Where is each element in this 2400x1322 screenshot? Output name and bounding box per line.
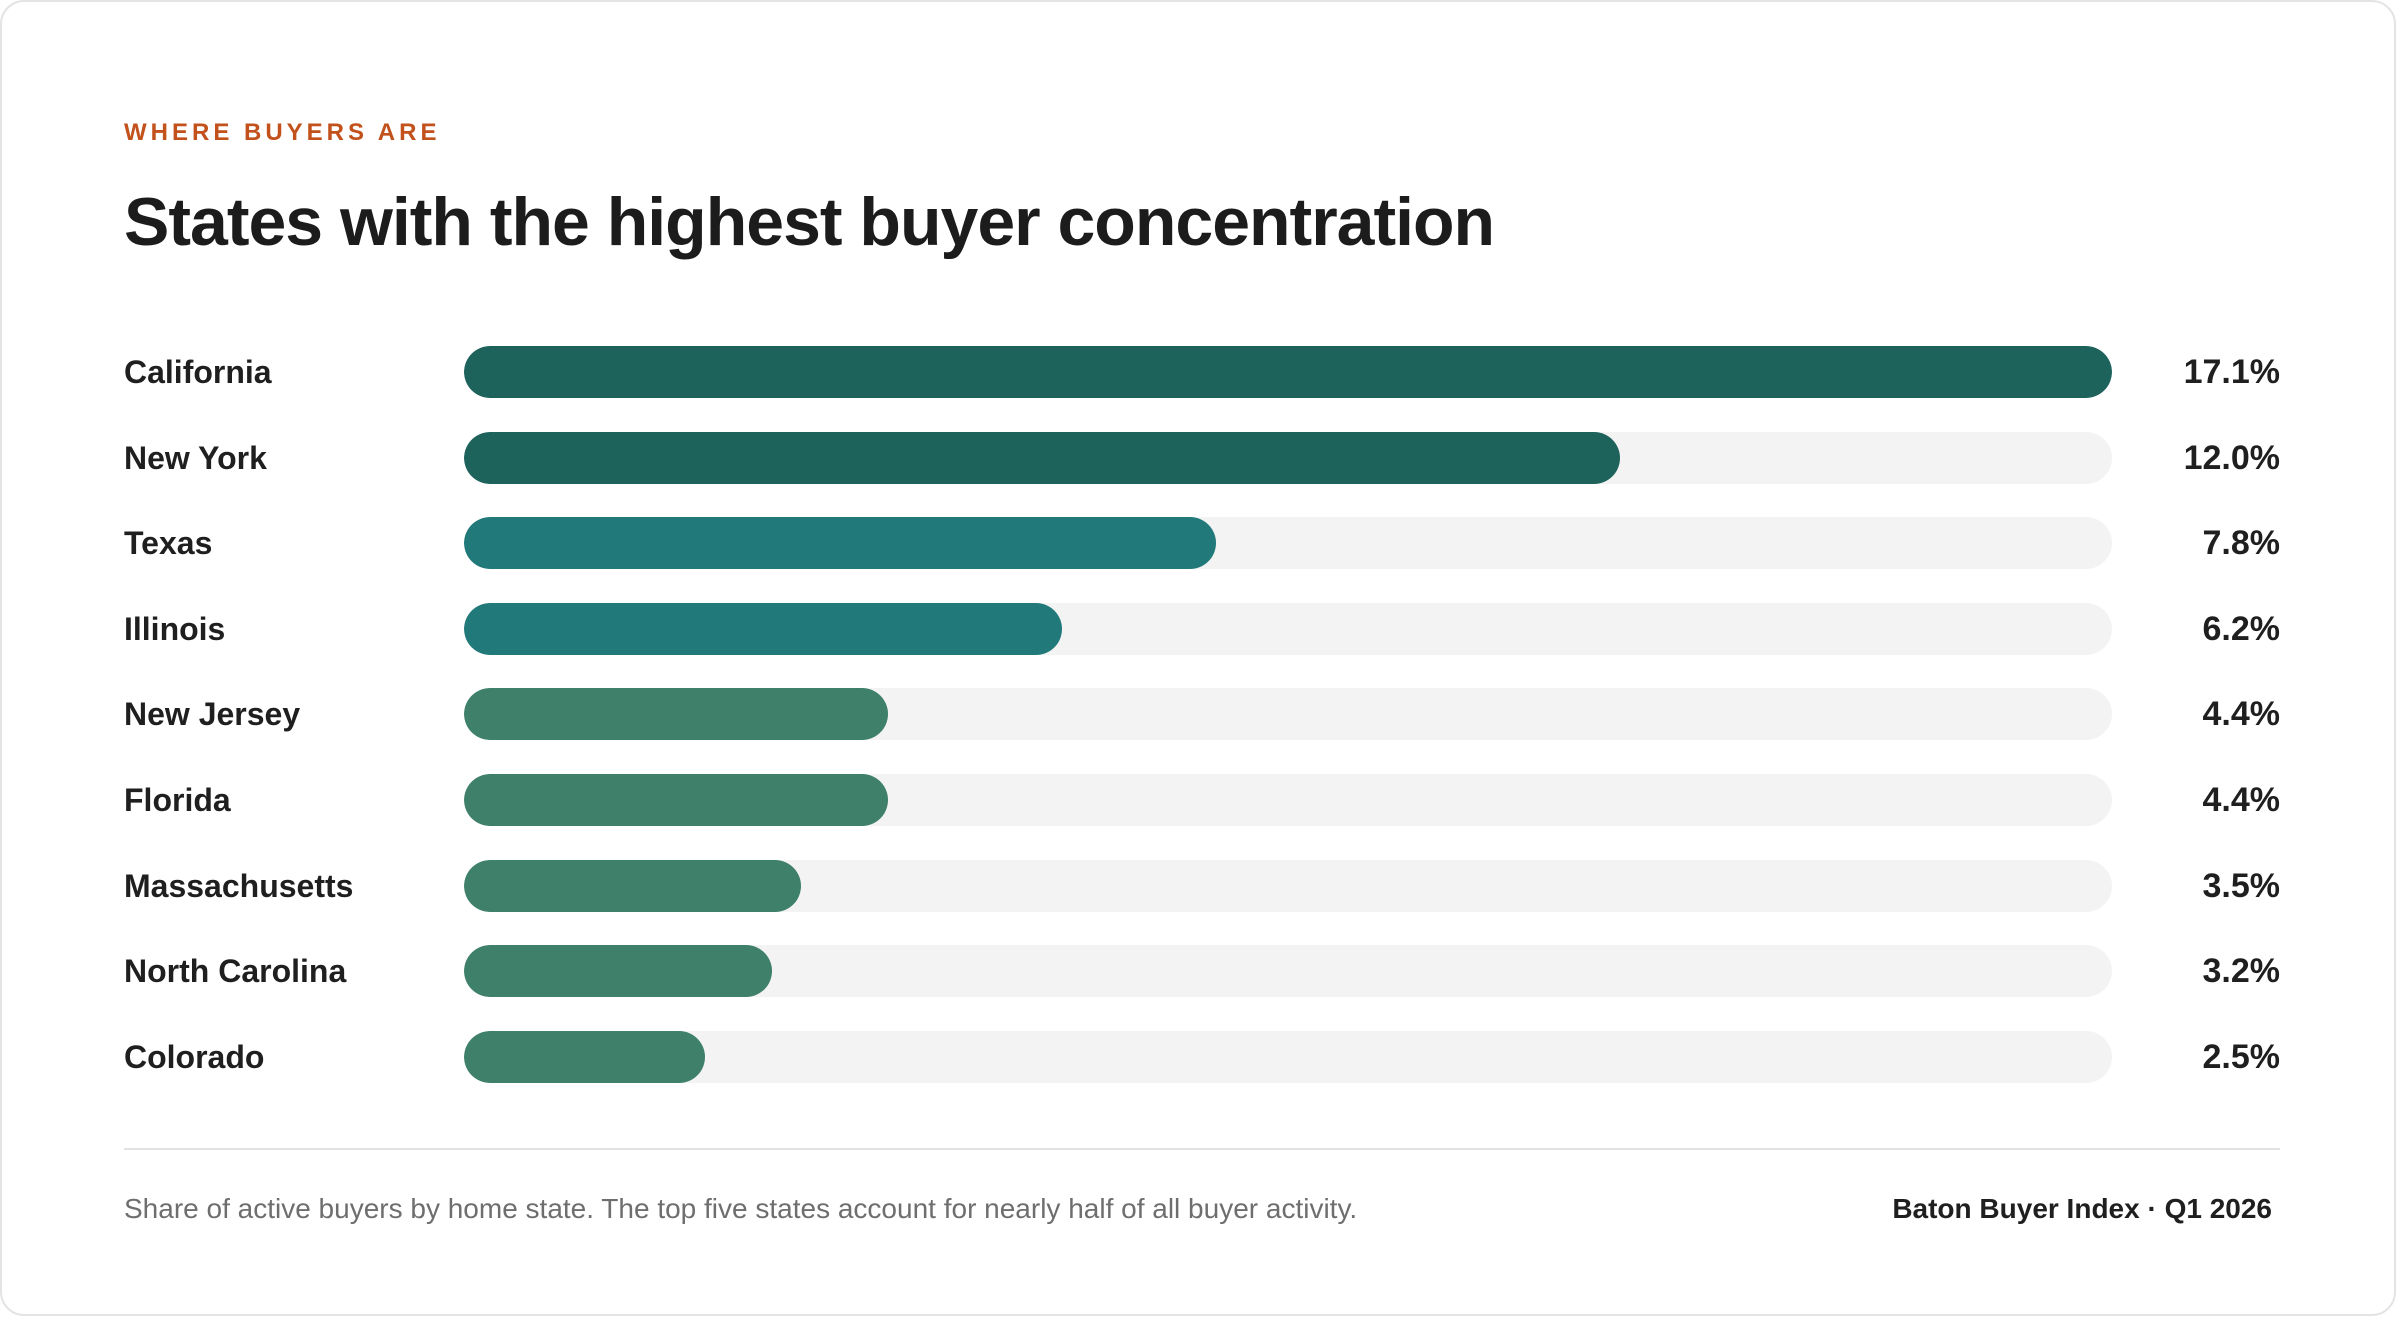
bar-track xyxy=(464,346,2112,398)
bar-track xyxy=(464,1031,2112,1083)
bar-category-label: Texas xyxy=(124,525,213,561)
bar xyxy=(464,517,1216,569)
bar xyxy=(464,774,888,826)
bar-value-label: 4.4% xyxy=(2202,781,2281,819)
bar-category-label: North Carolina xyxy=(124,953,347,989)
bar-row: Illinois 6.2% xyxy=(2,603,2400,655)
bar-track xyxy=(464,603,2112,655)
bar-value-label: 12.0% xyxy=(2183,439,2280,477)
bar-category-label: Florida xyxy=(124,782,231,818)
bar-category-label: New York xyxy=(124,440,267,476)
bar-category-label: Colorado xyxy=(124,1039,265,1075)
bar-track xyxy=(464,860,2112,912)
bar-row: New York 12.0% xyxy=(2,432,2400,484)
footer-divider xyxy=(124,1148,2280,1150)
bar-track xyxy=(464,945,2112,997)
bar-category-label: California xyxy=(124,354,272,390)
bar xyxy=(464,603,1062,655)
bar-track xyxy=(464,432,2112,484)
bar-category-label: Illinois xyxy=(124,611,226,647)
bar-track xyxy=(464,774,2112,826)
bar-row: New Jersey 4.4% xyxy=(2,688,2400,740)
bar-category-label: Massachusetts xyxy=(124,868,354,904)
bar-row: Texas 7.8% xyxy=(2,517,2400,569)
bar xyxy=(464,688,888,740)
bar-value-label: 3.5% xyxy=(2202,867,2281,905)
bar xyxy=(464,346,2112,398)
bar-category-label: New Jersey xyxy=(124,696,301,732)
bar xyxy=(464,432,1620,484)
source-label: Baton Buyer Index · Q1 2026 xyxy=(1892,1193,2272,1224)
bar xyxy=(464,1031,705,1083)
bar-row: California 17.1% xyxy=(2,346,2400,398)
footnote: Share of active buyers by home state. Th… xyxy=(124,1193,1358,1224)
bar-value-label: 3.2% xyxy=(2202,952,2281,990)
bar-track xyxy=(464,517,2112,569)
bar-value-label: 2.5% xyxy=(2202,1038,2281,1076)
bar xyxy=(464,945,772,997)
bar-row: North Carolina 3.2% xyxy=(2,945,2400,997)
bar-row: Colorado 2.5% xyxy=(2,1031,2400,1083)
bar-value-label: 17.1% xyxy=(2183,353,2280,391)
bar-value-label: 4.4% xyxy=(2202,695,2281,733)
bar xyxy=(464,860,801,912)
bar-row: Florida 4.4% xyxy=(2,774,2400,826)
eyebrow-label: WHERE BUYERS ARE xyxy=(124,119,441,146)
bar-value-label: 6.2% xyxy=(2202,610,2281,648)
chart-title: States with the highest buyer concentrat… xyxy=(124,184,1495,260)
bar-track xyxy=(464,688,2112,740)
bar-value-label: 7.8% xyxy=(2202,524,2281,562)
bar-row: Massachusetts 3.5% xyxy=(2,860,2400,912)
